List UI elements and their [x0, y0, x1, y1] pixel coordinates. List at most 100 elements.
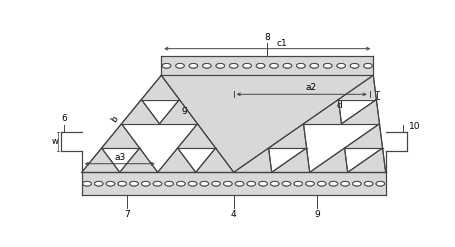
Circle shape [256, 63, 264, 68]
Circle shape [153, 181, 162, 186]
Circle shape [256, 63, 264, 68]
Circle shape [216, 63, 224, 68]
Polygon shape [303, 124, 379, 172]
Circle shape [283, 63, 291, 68]
Circle shape [258, 181, 267, 186]
Circle shape [336, 63, 344, 68]
Circle shape [282, 181, 290, 186]
Text: d: d [336, 101, 342, 110]
Circle shape [202, 63, 211, 68]
Circle shape [336, 63, 344, 68]
Text: w: w [52, 137, 59, 146]
Circle shape [118, 181, 126, 186]
Polygon shape [121, 124, 197, 172]
Circle shape [162, 63, 171, 68]
Circle shape [329, 181, 337, 186]
Circle shape [309, 63, 318, 68]
Circle shape [212, 181, 220, 186]
Circle shape [375, 181, 384, 186]
Circle shape [270, 181, 278, 186]
Circle shape [94, 181, 103, 186]
Text: 9: 9 [313, 210, 319, 219]
Circle shape [223, 181, 232, 186]
Circle shape [229, 63, 238, 68]
Circle shape [165, 181, 173, 186]
Circle shape [162, 63, 171, 68]
Circle shape [352, 181, 360, 186]
Bar [161, 56, 373, 75]
Circle shape [223, 181, 232, 186]
Circle shape [283, 63, 291, 68]
Circle shape [296, 63, 304, 68]
Circle shape [329, 181, 337, 186]
Circle shape [176, 181, 185, 186]
Circle shape [305, 181, 313, 186]
Circle shape [323, 63, 331, 68]
Text: 8: 8 [264, 33, 269, 42]
Circle shape [189, 63, 197, 68]
Circle shape [293, 181, 302, 186]
Circle shape [83, 181, 91, 186]
Circle shape [243, 63, 251, 68]
Circle shape [165, 181, 173, 186]
Circle shape [106, 181, 115, 186]
Circle shape [364, 181, 372, 186]
Circle shape [129, 181, 138, 186]
Circle shape [269, 63, 278, 68]
Circle shape [141, 181, 150, 186]
Circle shape [269, 63, 278, 68]
Circle shape [296, 63, 304, 68]
Circle shape [235, 181, 243, 186]
Circle shape [364, 181, 372, 186]
Text: 7: 7 [124, 210, 130, 219]
Circle shape [293, 181, 302, 186]
Bar [81, 172, 385, 195]
Circle shape [317, 181, 325, 186]
Text: 4: 4 [230, 210, 236, 219]
Text: 10: 10 [408, 122, 419, 131]
Circle shape [212, 181, 220, 186]
Circle shape [363, 63, 371, 68]
Circle shape [340, 181, 349, 186]
Circle shape [200, 181, 208, 186]
Circle shape [323, 63, 331, 68]
Polygon shape [344, 148, 382, 172]
Polygon shape [141, 100, 179, 124]
Circle shape [94, 181, 103, 186]
Circle shape [282, 181, 290, 186]
Polygon shape [177, 148, 215, 172]
Circle shape [153, 181, 162, 186]
Circle shape [349, 63, 358, 68]
Circle shape [118, 181, 126, 186]
Circle shape [106, 181, 115, 186]
Circle shape [175, 63, 184, 68]
Circle shape [83, 181, 91, 186]
Circle shape [247, 181, 255, 186]
Circle shape [129, 181, 138, 186]
Circle shape [309, 63, 318, 68]
Text: a3: a3 [114, 153, 125, 162]
Circle shape [175, 63, 184, 68]
Circle shape [305, 181, 313, 186]
Circle shape [141, 181, 150, 186]
Text: c1: c1 [275, 39, 286, 48]
Circle shape [202, 63, 211, 68]
Polygon shape [101, 148, 139, 172]
Circle shape [188, 181, 197, 186]
Circle shape [363, 63, 371, 68]
Text: 6: 6 [61, 114, 67, 123]
Circle shape [216, 63, 224, 68]
Circle shape [270, 181, 278, 186]
Circle shape [229, 63, 238, 68]
Text: b: b [109, 114, 120, 124]
Polygon shape [338, 100, 375, 124]
Circle shape [188, 181, 197, 186]
Circle shape [375, 181, 384, 186]
Polygon shape [268, 148, 306, 172]
Circle shape [352, 181, 360, 186]
Circle shape [349, 63, 358, 68]
Circle shape [340, 181, 349, 186]
Polygon shape [81, 75, 385, 172]
Circle shape [189, 63, 197, 68]
Circle shape [176, 181, 185, 186]
